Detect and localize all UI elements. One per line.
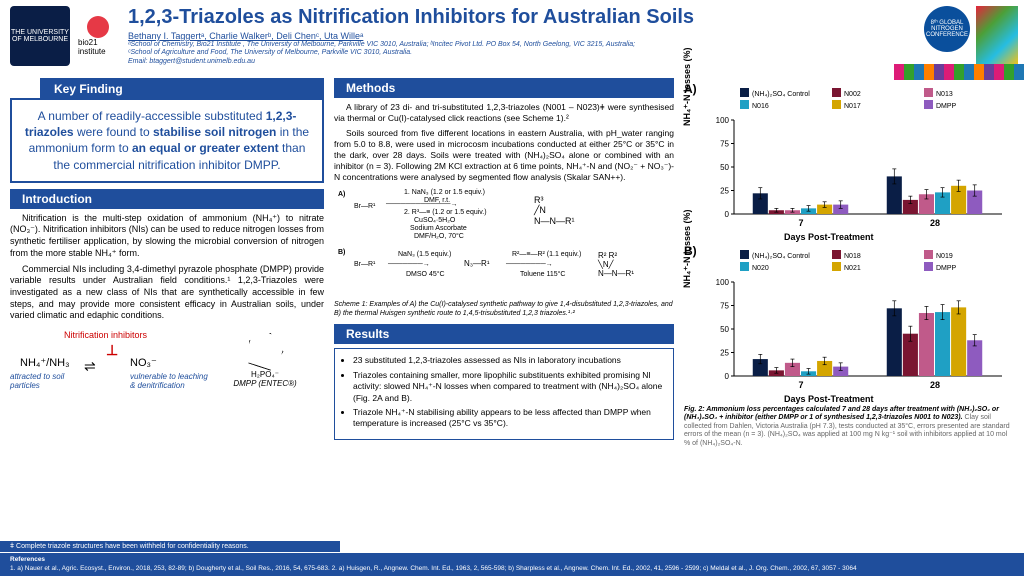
svg-text:DMPP: DMPP <box>936 103 957 110</box>
conference-badge: 8ᵗʰ GLOBAL NITROGEN CONFERENCE <box>924 6 970 52</box>
results-tab: Results <box>334 324 674 344</box>
svg-text:N002: N002 <box>844 91 861 98</box>
color-stripes <box>894 64 1024 80</box>
affiliation-1: ᵃSchool of Chemistry, Bio21 Institute , … <box>128 41 1014 49</box>
email: Email: btaggert@student.unimelb.edu.au <box>128 58 1014 66</box>
key-finding-tab: Key Finding <box>40 78 324 100</box>
methods-tab: Methods <box>334 78 674 98</box>
svg-text:N020: N020 <box>752 265 769 272</box>
header: THE UNIVERSITY OF MELBOURNE bio21 instit… <box>0 0 1024 78</box>
svg-text:75: 75 <box>720 302 729 311</box>
methods-p1: A library of 23 di- and tri-substituted … <box>334 102 674 124</box>
uni-logo: THE UNIVERSITY OF MELBOURNE <box>10 6 70 66</box>
key-finding-box: A number of readily-accessible substitut… <box>10 98 324 183</box>
scheme-caption: Scheme 1: Examples of A) the Cu(I)-catal… <box>334 301 674 318</box>
dmpp-structure: H₂PO₄⁻ DMPP (ENTEC®) <box>220 332 310 388</box>
svg-text:N016: N016 <box>752 103 769 110</box>
poster-title: 1,2,3-Triazoles as Nitrification Inhibit… <box>128 6 1014 29</box>
svg-text:25: 25 <box>720 349 729 358</box>
chart-b: B) NH₄⁺-N losses (%) 0255075100(NH₄)₂SO₄… <box>684 242 1014 402</box>
nitrification-diagram: Nitrification inhibitors ⊥ NH₄⁺/NH₃ ⇌ NO… <box>10 330 324 412</box>
svg-text:25: 25 <box>720 187 729 196</box>
methods-p2: Soils sourced from five different locati… <box>334 128 674 183</box>
results-list: 23 substituted 1,2,3-triazoles assessed … <box>334 348 674 440</box>
chart-a: A) NH₄⁺-N losses (%) 0255075100(NH₄)₂SO₄… <box>684 80 1014 240</box>
svg-text:N019: N019 <box>936 253 953 260</box>
svg-text:7: 7 <box>798 218 803 228</box>
affiliation-2: ᶜSchool of Agriculture and Food, The Uni… <box>128 49 1014 57</box>
svg-text:100: 100 <box>716 116 730 125</box>
svg-text:7: 7 <box>798 380 803 390</box>
authors: Bethany I. Taggertᵃ, Charlie Walkerᵇ, De… <box>128 31 1014 41</box>
svg-text:50: 50 <box>720 163 729 172</box>
sdg-badge <box>976 6 1018 66</box>
fig2-caption: Fig. 2: Ammonium loss percentages calcul… <box>684 406 1014 448</box>
svg-text:100: 100 <box>716 278 730 287</box>
svg-text:(NH₄)₂SO₄ Control: (NH₄)₂SO₄ Control <box>752 91 810 98</box>
scheme-1: A) Br—R¹ 1. NaN₃ (1.2 or 1.5 equiv.) DMF… <box>334 189 674 299</box>
svg-text:75: 75 <box>720 140 729 149</box>
svg-text:N017: N017 <box>844 103 861 110</box>
svg-text:28: 28 <box>930 218 940 228</box>
svg-text:N018: N018 <box>844 253 861 260</box>
svg-text:N013: N013 <box>936 91 953 98</box>
svg-text:50: 50 <box>720 325 729 334</box>
references: References1. a) Nauer et al., Agric. Eco… <box>0 553 1024 576</box>
svg-text:0: 0 <box>725 210 730 219</box>
svg-text:(NH₄)₂SO₄ Control: (NH₄)₂SO₄ Control <box>752 253 810 260</box>
bio21-logo: bio21 institute <box>78 16 118 56</box>
svg-text:DMPP: DMPP <box>936 265 957 272</box>
footnote: ǂ Complete triazole structures have been… <box>0 541 340 552</box>
svg-text:N021: N021 <box>844 265 861 272</box>
intro-tab: Introduction <box>10 189 324 209</box>
svg-text:28: 28 <box>930 380 940 390</box>
intro-p1: Nitrification is the multi-step oxidatio… <box>10 213 324 260</box>
svg-text:0: 0 <box>725 372 730 381</box>
intro-p2: Commercial NIs including 3,4-dimethyl py… <box>10 264 324 322</box>
